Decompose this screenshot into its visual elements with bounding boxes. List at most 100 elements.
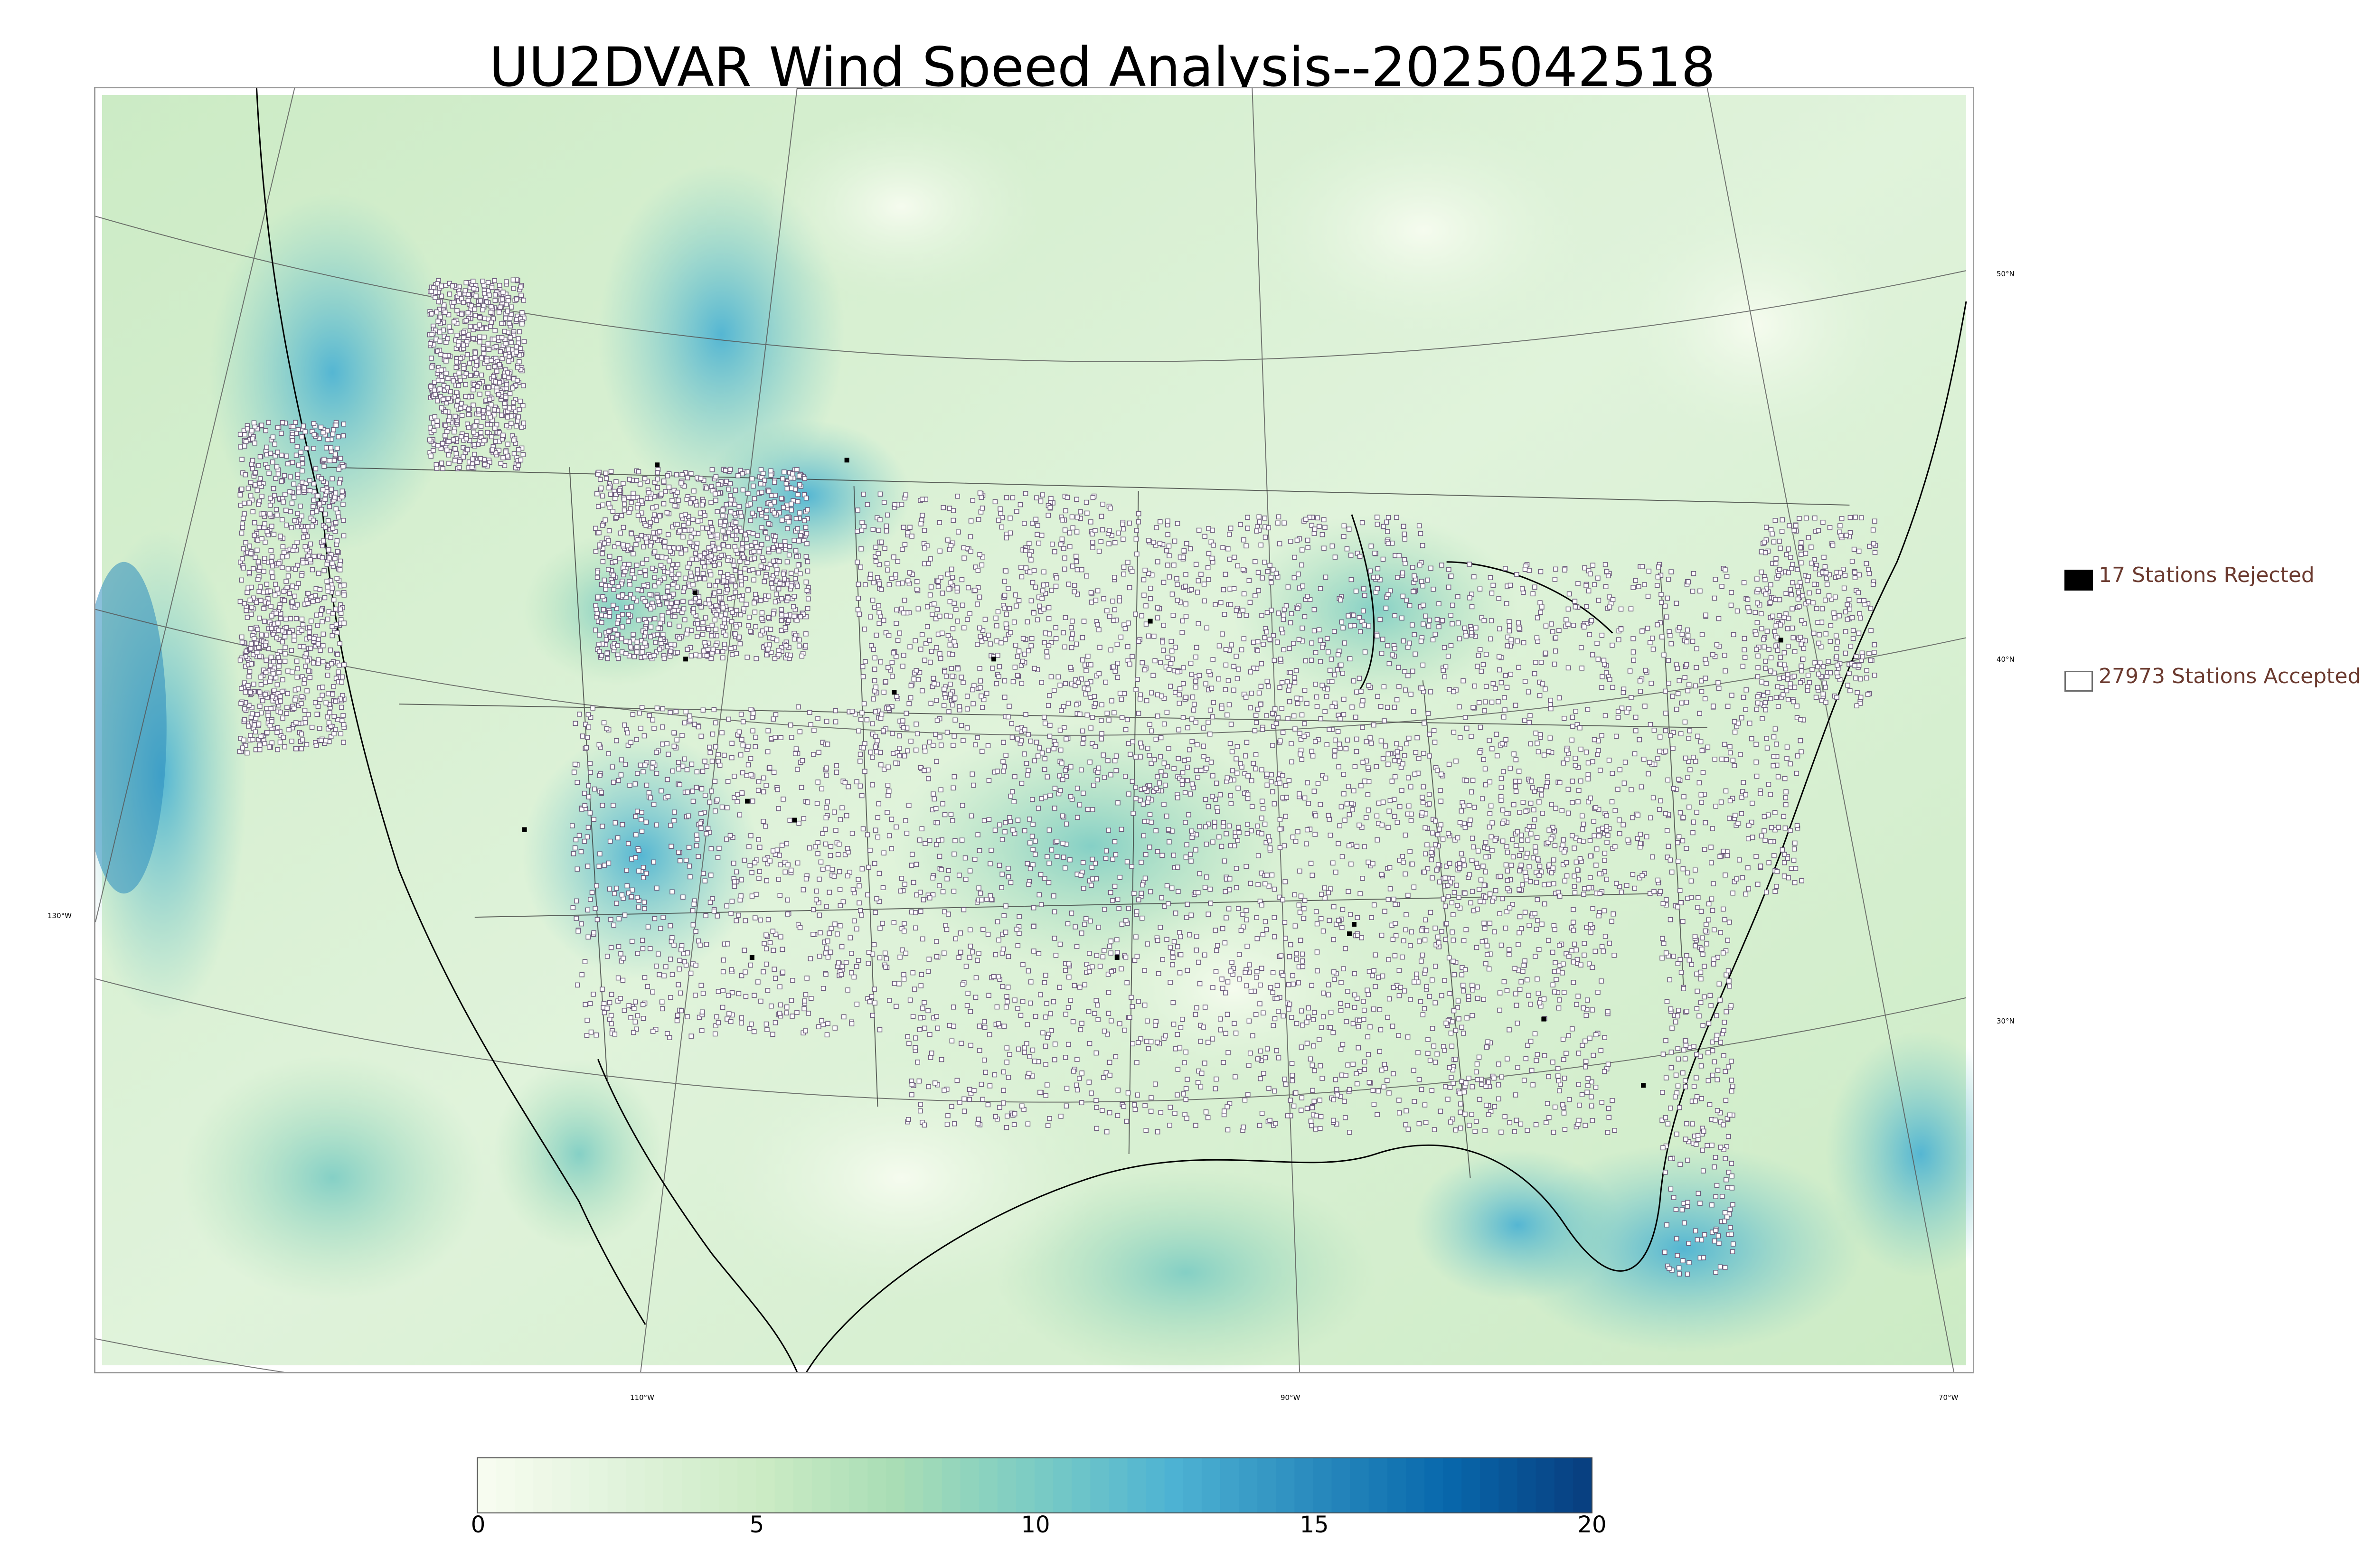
- accepted-station-marker: [862, 626, 867, 632]
- accepted-station-marker: [1182, 790, 1188, 795]
- accepted-station-marker: [939, 630, 945, 636]
- accepted-station-marker: [908, 695, 914, 701]
- accepted-station-marker: [1657, 749, 1662, 754]
- accepted-station-marker: [1001, 740, 1006, 745]
- accepted-station-marker: [803, 525, 809, 530]
- accepted-station-marker: [263, 679, 268, 685]
- accepted-station-marker: [1594, 640, 1600, 646]
- accepted-station-marker: [1537, 732, 1543, 737]
- accepted-station-marker: [777, 581, 782, 586]
- accepted-station-marker: [1281, 520, 1287, 526]
- accepted-station-marker: [1354, 736, 1359, 742]
- accepted-station-marker: [459, 413, 465, 418]
- accepted-station-marker: [1651, 889, 1657, 894]
- accepted-station-marker: [1759, 833, 1764, 839]
- accepted-station-marker: [1298, 751, 1303, 757]
- accepted-station-marker: [727, 481, 733, 486]
- accepted-station-marker: [1366, 623, 1371, 629]
- accepted-station-marker: [1476, 653, 1481, 658]
- accepted-station-marker: [1194, 768, 1199, 773]
- accepted-station-marker: [1775, 648, 1780, 653]
- accepted-station-marker: [1051, 746, 1057, 751]
- accepted-station-marker: [629, 500, 634, 505]
- accepted-station-marker: [1083, 499, 1089, 505]
- accepted-station-marker: [760, 471, 766, 476]
- accepted-station-marker: [723, 611, 728, 617]
- accepted-station-marker: [1666, 658, 1671, 663]
- accepted-station-marker: [1315, 781, 1321, 786]
- accepted-station-marker: [255, 627, 260, 632]
- accepted-station-marker: [1521, 640, 1526, 646]
- accepted-station-marker: [333, 621, 339, 627]
- accepted-station-marker: [1394, 749, 1400, 754]
- accepted-station-marker: [1571, 623, 1576, 628]
- accepted-station-marker: [595, 594, 601, 600]
- accepted-station-marker: [322, 595, 328, 601]
- accepted-station-marker: [1366, 765, 1371, 770]
- accepted-station-marker: [662, 594, 668, 600]
- accepted-station-marker: [459, 434, 464, 440]
- accepted-station-marker: [1277, 738, 1283, 743]
- accepted-station-marker: [246, 703, 252, 708]
- accepted-station-marker: [785, 595, 791, 601]
- accepted-station-marker: [246, 674, 252, 679]
- accepted-station-marker: [478, 298, 483, 304]
- accepted-station-marker: [498, 461, 504, 466]
- accepted-station-marker: [271, 687, 277, 693]
- accepted-station-marker: [252, 533, 257, 538]
- accepted-station-marker: [481, 408, 486, 413]
- accepted-station-marker: [1121, 564, 1127, 570]
- accepted-station-marker: [291, 481, 297, 487]
- accepted-station-marker: [1256, 514, 1262, 520]
- accepted-station-marker: [615, 541, 621, 546]
- accepted-station-marker: [631, 632, 636, 637]
- accepted-station-marker: [1632, 751, 1638, 757]
- accepted-station-marker: [657, 647, 662, 652]
- accepted-station-marker: [1769, 825, 1774, 830]
- accepted-station-marker: [331, 714, 337, 719]
- accepted-station-marker: [1012, 665, 1018, 670]
- accepted-station-marker: [673, 576, 678, 581]
- accepted-station-marker: [1193, 684, 1198, 690]
- accepted-station-marker: [1016, 648, 1022, 654]
- accepted-station-marker: [1228, 526, 1234, 531]
- accepted-station-marker: [726, 529, 731, 535]
- accepted-station-marker: [1313, 650, 1319, 655]
- accepted-station-marker: [1657, 734, 1663, 740]
- accepted-station-marker: [497, 380, 502, 385]
- accepted-station-marker: [689, 556, 695, 562]
- accepted-station-marker: [290, 669, 295, 675]
- accepted-station-marker: [1666, 576, 1671, 582]
- accepted-station-marker: [1592, 737, 1597, 742]
- accepted-station-marker: [451, 300, 457, 305]
- accepted-station-marker: [1374, 515, 1380, 520]
- accepted-station-marker: [239, 486, 245, 492]
- accepted-station-marker: [1782, 826, 1788, 831]
- accepted-station-marker: [1158, 660, 1163, 665]
- accepted-station-marker: [311, 432, 317, 437]
- accepted-station-marker: [493, 450, 499, 455]
- accepted-station-marker: [312, 700, 318, 705]
- accepted-station-marker: [952, 717, 958, 723]
- accepted-station-marker: [289, 739, 294, 744]
- accepted-station-marker: [1365, 792, 1371, 798]
- accepted-station-marker: [1175, 521, 1180, 526]
- accepted-station-marker: [256, 525, 262, 530]
- accepted-station-marker: [1380, 756, 1386, 761]
- accepted-station-marker: [635, 513, 641, 518]
- accepted-station-marker: [275, 747, 280, 752]
- accepted-station-marker: [250, 436, 255, 441]
- accepted-station-marker: [289, 648, 294, 653]
- accepted-station-marker: [284, 553, 290, 559]
- accepted-station-marker: [1394, 741, 1399, 746]
- accepted-station-marker: [1696, 780, 1702, 786]
- accepted-station-marker: [316, 637, 321, 642]
- accepted-station-marker: [1288, 670, 1293, 675]
- accepted-station-marker: [443, 409, 448, 414]
- accepted-station-marker: [1442, 674, 1447, 679]
- accepted-station-marker: [326, 726, 331, 732]
- accepted-station-marker: [1354, 689, 1359, 695]
- accepted-station-marker: [314, 612, 319, 618]
- accepted-station-marker: [1104, 711, 1110, 716]
- accepted-station-marker: [988, 641, 993, 647]
